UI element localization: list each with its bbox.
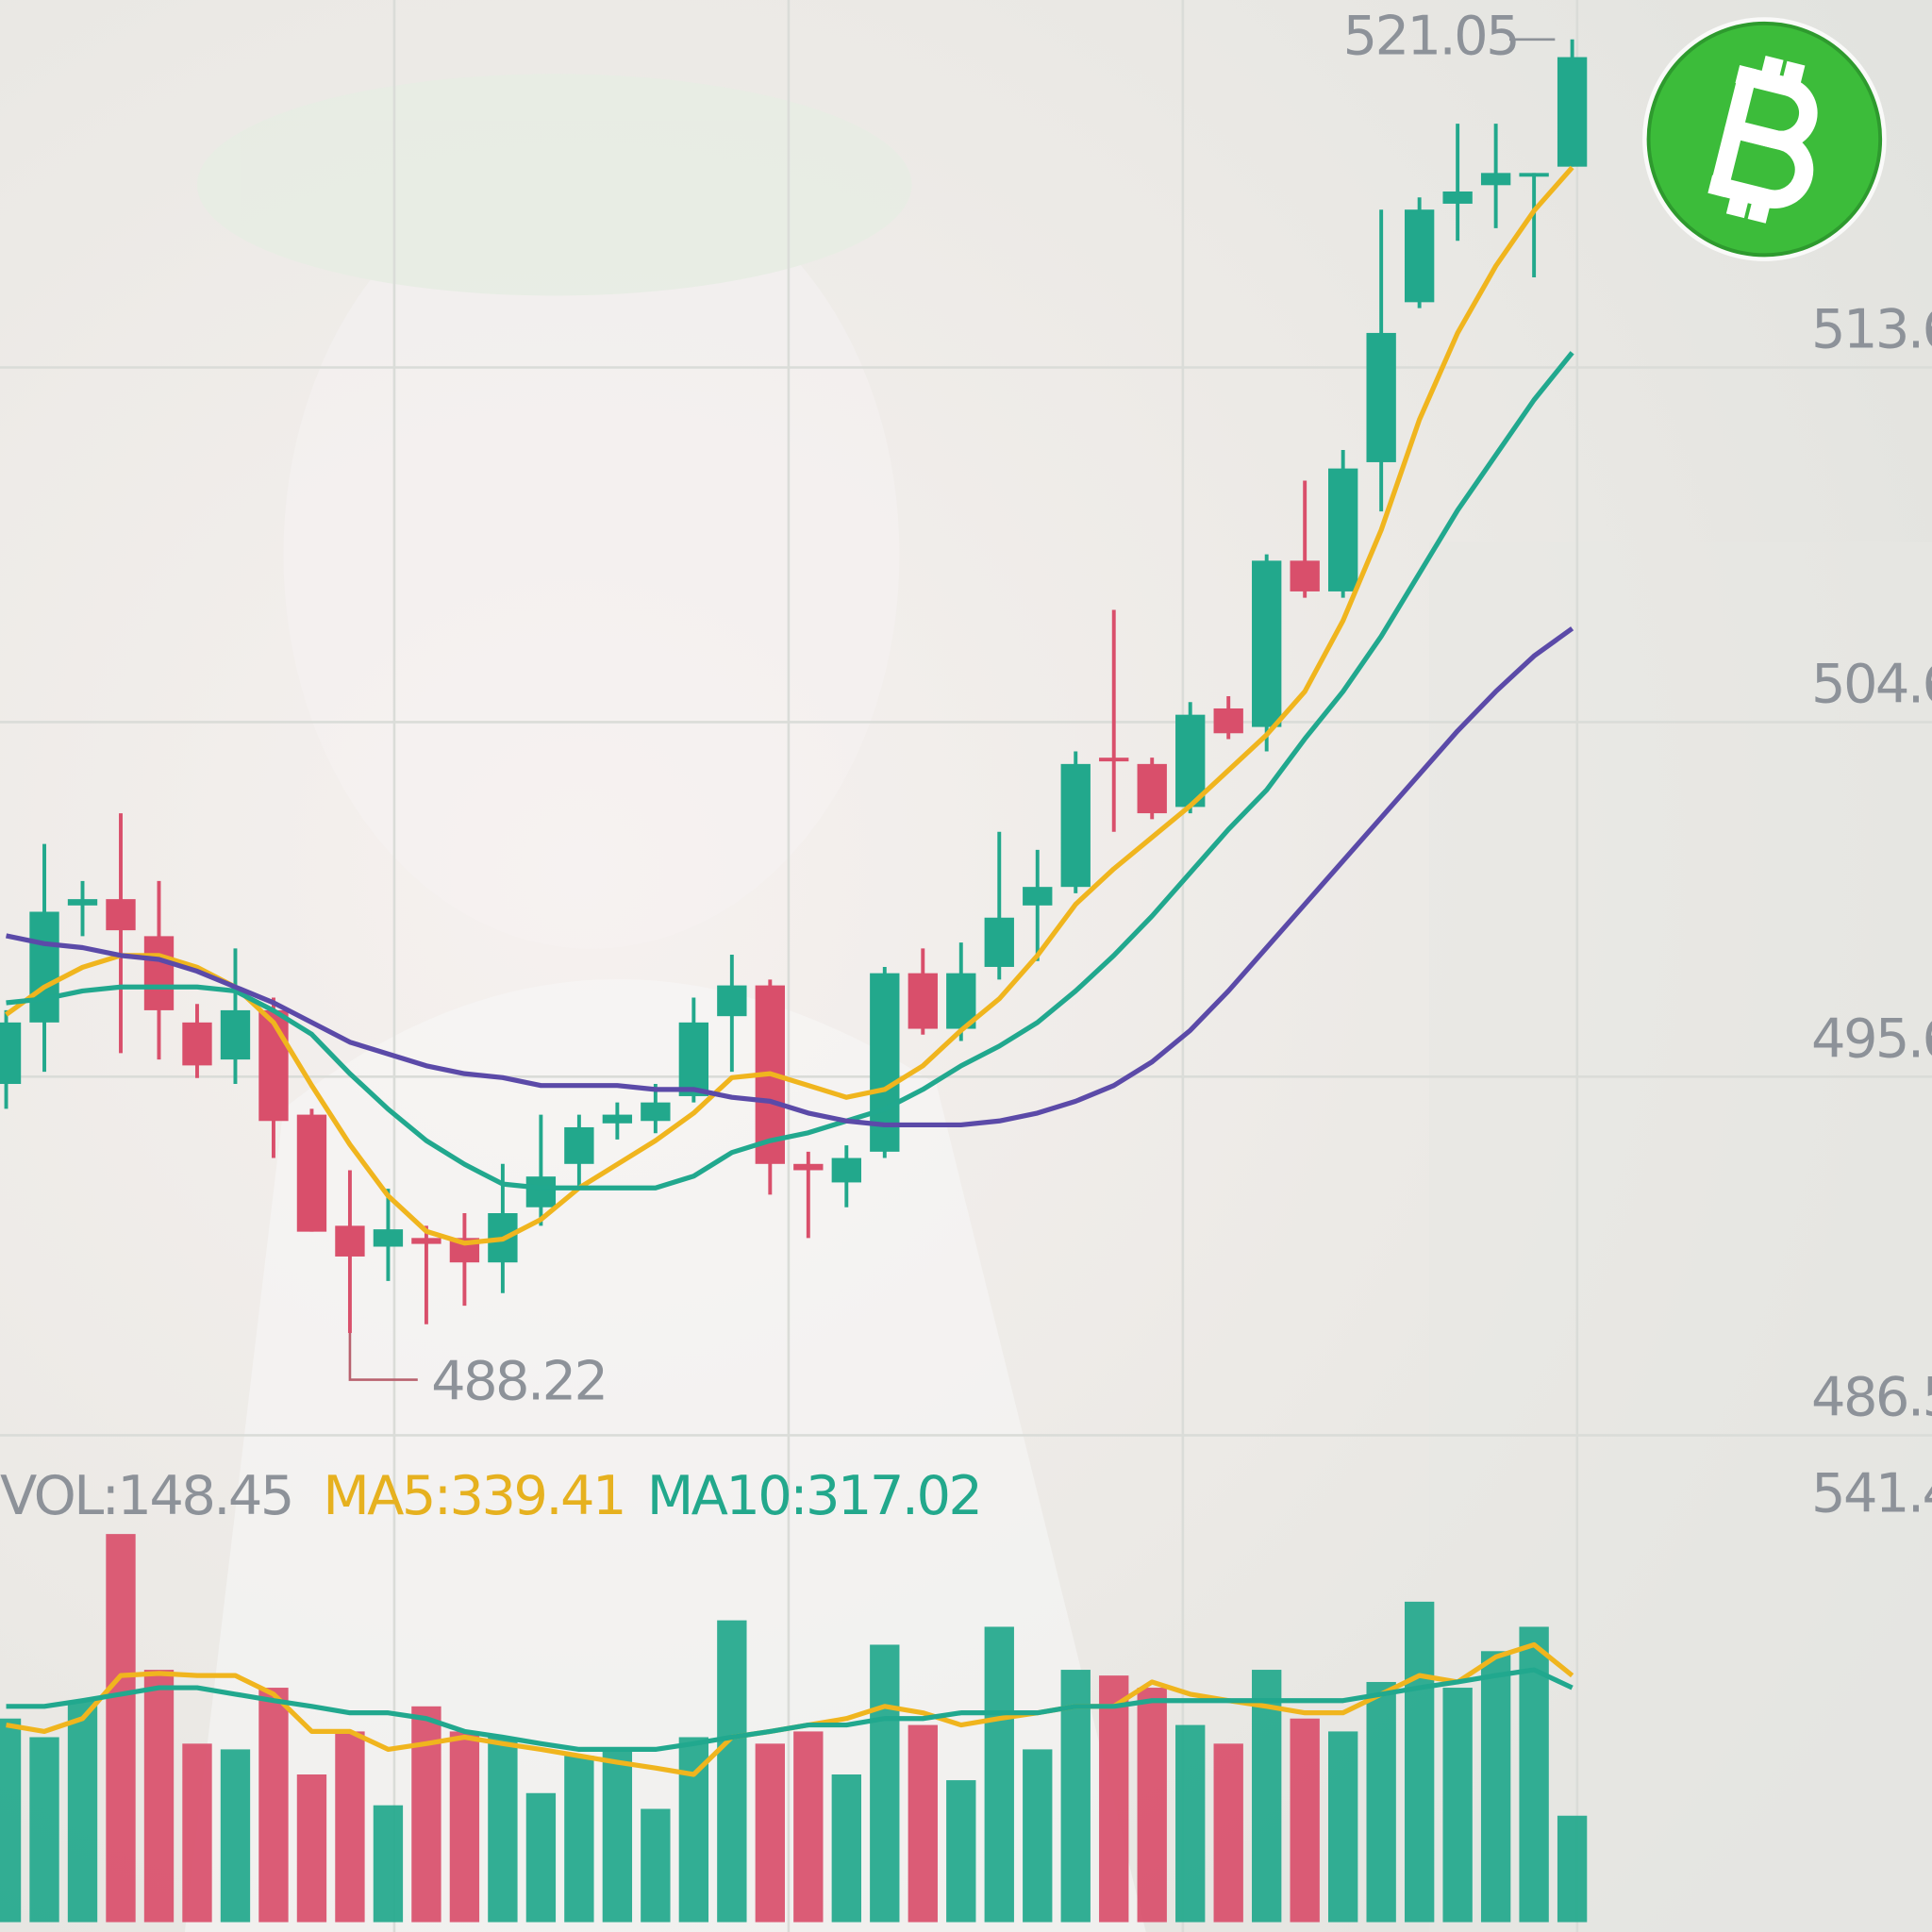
candle-body <box>143 936 175 1010</box>
volume-bar <box>870 1644 900 1923</box>
candle-body <box>1175 714 1206 808</box>
candle-body <box>984 917 1014 967</box>
volume-bar <box>1480 1651 1511 1923</box>
volume-bar <box>1213 1743 1243 1923</box>
candle-body <box>1060 763 1091 888</box>
volume-ma-line <box>6 1667 1574 1753</box>
candle-body <box>908 973 938 1029</box>
candle-body <box>1557 57 1588 167</box>
volume-bar <box>0 1718 22 1923</box>
volume-bar <box>411 1706 441 1923</box>
volume-bar <box>908 1724 938 1923</box>
candle-body <box>678 1022 709 1096</box>
candle-body <box>1023 887 1053 906</box>
candle-body <box>220 1009 251 1060</box>
volume-bar <box>755 1743 785 1923</box>
candle-body <box>335 1225 365 1257</box>
volume-tick-label: 541.4 <box>1811 1462 1932 1525</box>
candle-body <box>1099 758 1129 762</box>
y-tick-label: 504.6 <box>1811 652 1932 715</box>
volume-bar <box>525 1792 557 1923</box>
plot: 513.6 504.6 495.6 486.5 541.4 VOL:148.45 MA5:3… <box>0 4 1932 1923</box>
volume-bar <box>1290 1718 1320 1923</box>
candle-body <box>67 899 98 906</box>
candle-body <box>831 1158 861 1183</box>
volume-bar <box>335 1731 365 1923</box>
candle-body <box>1213 708 1243 734</box>
photo-silhouette <box>184 74 1932 1932</box>
volume-bar <box>1099 1675 1129 1923</box>
candle-body <box>793 1163 824 1171</box>
bitcoin-cash-logo <box>1642 17 1887 261</box>
volume-bar <box>1023 1749 1053 1923</box>
volume-legend-label: MA10:317.02 <box>647 1464 981 1527</box>
volume-bar <box>373 1805 404 1923</box>
candle-body <box>1519 173 1549 177</box>
volume-bar <box>1252 1670 1282 1923</box>
volume-bar <box>67 1700 98 1923</box>
candle-body <box>0 1022 22 1085</box>
candle-body <box>1366 332 1396 462</box>
high-annotation: 521.05 <box>1343 4 1518 67</box>
volume-legend-label: MA5:339.41 <box>323 1464 625 1527</box>
candle-body <box>717 985 747 1017</box>
candle-body <box>1137 763 1167 814</box>
low-leader <box>348 1332 418 1381</box>
volume-bar <box>220 1749 251 1923</box>
candle-body <box>296 1114 327 1232</box>
candle-body <box>1404 209 1435 303</box>
candle-body <box>258 1009 289 1122</box>
volume-bar <box>1175 1724 1206 1923</box>
candle-body <box>641 1102 671 1122</box>
vertical-grid <box>392 0 1579 1932</box>
ma-line <box>6 351 1574 1191</box>
ma-line <box>6 626 1574 1128</box>
candle-body <box>182 1022 212 1066</box>
candle-body <box>373 1229 404 1247</box>
volume-bar <box>1137 1688 1167 1923</box>
low-annotation: 488.22 <box>431 1349 606 1412</box>
volume-bar <box>564 1756 594 1923</box>
candle-body <box>525 1176 557 1208</box>
candle-body <box>564 1126 594 1164</box>
candle-body <box>1442 191 1473 204</box>
candle-body <box>1290 560 1320 591</box>
volume-bar <box>29 1737 59 1923</box>
volume-bar <box>106 1534 136 1923</box>
y-tick-label: 495.6 <box>1811 1007 1932 1070</box>
volume-bar <box>1404 1601 1435 1923</box>
candle-body <box>1480 173 1511 186</box>
volume-bar <box>296 1774 327 1923</box>
volume-bar <box>946 1780 976 1923</box>
volume-bar <box>831 1774 861 1923</box>
ma-line <box>5 165 1574 1246</box>
volume-bar <box>717 1620 747 1923</box>
volume-bar <box>488 1737 518 1923</box>
volume-bar <box>641 1808 671 1923</box>
volume-bar <box>1442 1688 1473 1923</box>
volume-bar <box>1328 1731 1358 1923</box>
volume-bar <box>182 1743 212 1923</box>
volume-bar <box>1060 1670 1091 1923</box>
volume-bar <box>1366 1681 1396 1923</box>
volume-bar <box>793 1731 824 1923</box>
volume-bar <box>602 1749 633 1923</box>
volume-bar <box>143 1670 175 1923</box>
candle-body <box>106 899 136 931</box>
candle-body <box>411 1238 441 1244</box>
volume-bar <box>984 1626 1014 1923</box>
candle-body <box>29 911 59 1023</box>
volume-legend-label: VOL:148.45 <box>0 1464 292 1527</box>
candle-body <box>1328 468 1358 591</box>
candle-body <box>1252 560 1282 727</box>
y-tick-label: 486.5 <box>1811 1365 1932 1428</box>
volume-bar <box>1557 1815 1588 1923</box>
y-tick-label: 513.6 <box>1811 298 1932 361</box>
volume-bar <box>258 1688 289 1923</box>
volume-bar <box>449 1731 480 1923</box>
candle-body <box>602 1114 633 1124</box>
